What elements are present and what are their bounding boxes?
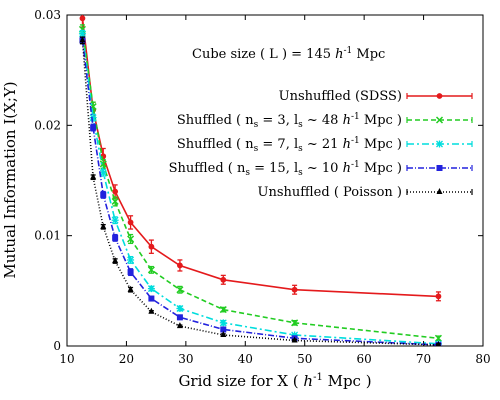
data-point (435, 340, 441, 346)
legend-label: Shuffled ( ns = 15, ls ~ 10 h-1 Mpc ) (169, 160, 402, 178)
data-point (79, 36, 86, 43)
data-point (291, 336, 298, 343)
data-point (148, 307, 155, 314)
data-point (147, 266, 155, 274)
data-point (291, 286, 298, 293)
y-tick-label: 0.02 (34, 118, 61, 132)
legend-swatch-bars (406, 189, 473, 195)
y-tick-label: 0.03 (34, 8, 61, 22)
data-point (219, 306, 227, 314)
data-point (434, 334, 442, 342)
data-point (89, 114, 97, 122)
legend-entry-shuffled-ns7: Shuffled ( ns = 7, ls ~ 21 h-1 Mpc ) (177, 136, 473, 154)
data-point (148, 295, 155, 302)
legend-swatch-bars (406, 141, 473, 147)
legend-swatch-bars (406, 93, 473, 99)
plot-frame (66, 14, 484, 347)
data-point (220, 276, 227, 283)
axis-ticks: 10 20 30 40 50 60 70 80 0 0.01 0.02 0.03 (34, 8, 490, 366)
legend-entry-unshuffled-poisson: Unshuffled ( Poisson ) (258, 185, 473, 200)
data-point (99, 169, 107, 177)
data-point (177, 262, 183, 269)
data-point (176, 322, 183, 329)
x-tick-label: 40 (238, 352, 253, 366)
legend-entry-shuffled-ns3: Shuffled ( ns = 3, ls ~ 48 h-1 Mpc ) (177, 112, 473, 130)
x-tick-label: 30 (178, 352, 193, 366)
data-point (435, 293, 442, 300)
data-point (100, 222, 107, 229)
data-point (176, 314, 183, 321)
series-layer (78, 15, 442, 346)
legend-entry-shuffled-ns15: Shuffled ( ns = 15, ls ~ 10 h-1 Mpc ) (169, 160, 473, 178)
series-line (81, 40, 439, 346)
x-tick-label: 10 (59, 352, 74, 366)
legend-swatch-marker (436, 188, 443, 194)
data-point (90, 173, 97, 180)
legend-label: Unshuffled (SDSS) (279, 89, 402, 104)
data-point (90, 124, 97, 131)
data-point (111, 197, 119, 205)
legend-label: Shuffled ( ns = 3, ls ~ 48 h-1 Mpc ) (177, 112, 402, 130)
data-point (176, 304, 184, 312)
data-point (111, 216, 119, 224)
legend-swatch-marker (435, 116, 444, 124)
data-point (79, 15, 86, 22)
data-point (99, 160, 107, 168)
legend-swatch-marker (436, 140, 443, 148)
legend-entry-unshuffled-sdss: Unshuffled (SDSS) (279, 89, 473, 104)
y-axis-title: Mutual Information I(X;Y) (1, 81, 19, 278)
legend-label: Shuffled ( ns = 7, ls ~ 21 h-1 Mpc ) (177, 136, 402, 154)
data-point (148, 243, 155, 250)
legend-swatch-bars (406, 117, 473, 123)
annotation-cube-size: Cube size ( L ) = 145 h-1 Mpc (192, 46, 385, 62)
data-point (100, 191, 107, 198)
data-point (112, 188, 119, 195)
y-tick-label: 0 (53, 339, 61, 353)
data-point (176, 286, 184, 294)
data-point (147, 285, 155, 293)
series-line (81, 29, 439, 340)
data-point (220, 330, 227, 337)
data-point (127, 235, 135, 243)
data-point (127, 269, 134, 276)
legend-swatch-marker (436, 93, 443, 99)
data-point (78, 30, 86, 38)
series-line (81, 40, 439, 346)
x-axis-title: Grid size for X ( h-1 Mpc ) (178, 372, 371, 390)
legend: Unshuffled (SDSS) Shuffled ( ns = 3, ls ~… (169, 89, 473, 200)
data-point (219, 319, 227, 327)
data-point (112, 257, 119, 264)
data-point (112, 234, 119, 241)
legend-label: Unshuffled ( Poisson ) (258, 185, 402, 200)
data-point (127, 256, 135, 264)
data-point (127, 285, 134, 292)
data-point (291, 319, 299, 327)
x-tick-label: 50 (297, 352, 312, 366)
data-point (220, 326, 227, 333)
x-tick-label: 70 (416, 352, 431, 366)
x-tick-label: 20 (119, 352, 134, 366)
legend-swatch-bars (406, 165, 473, 171)
x-tick-label: 80 (475, 352, 490, 366)
data-point (127, 219, 134, 226)
series-unshuffled-poisson (79, 36, 441, 346)
series-shuffled-ns3 (78, 24, 442, 342)
legend-swatch-marker (436, 165, 443, 171)
y-tick-label: 0.01 (34, 229, 61, 243)
x-tick-label: 60 (357, 352, 372, 366)
